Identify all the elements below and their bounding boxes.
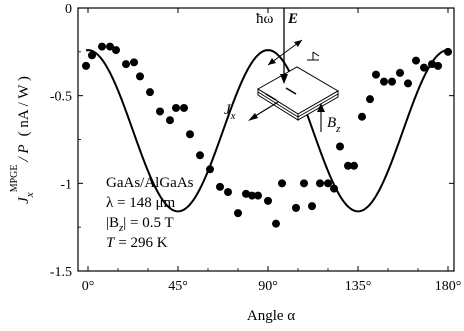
data-point — [308, 202, 316, 211]
data-point — [292, 203, 300, 212]
x-tick-label: 180° — [435, 279, 462, 294]
bfield-label: Bz — [327, 115, 341, 135]
x-tick-label: 0° — [82, 279, 95, 294]
data-point — [254, 191, 262, 200]
y-tick-label: -1 — [60, 177, 72, 192]
bfield-label-main: B — [327, 115, 336, 131]
data-point — [224, 188, 232, 197]
data-point — [316, 179, 324, 188]
tick-labels: 0° 45° 90° 135° 180° 0 -0.5 -1 -1.5 — [50, 2, 461, 294]
inset-schematic: ħω E Jx Bz — [224, 8, 341, 135]
y-axis-title-rest: / P — [16, 144, 32, 162]
annotation-sample: GaAs/AlGaAs — [106, 175, 194, 191]
data-point — [336, 142, 344, 151]
quantum-well-layer — [257, 91, 299, 118]
bfield-label-sub: z — [335, 123, 341, 135]
x-tick-label: 135° — [345, 279, 372, 294]
current-label-main: J — [224, 102, 232, 118]
photon-label: ħω — [256, 11, 274, 27]
data-point — [404, 79, 412, 88]
data-point — [434, 61, 442, 70]
data-points-layer — [82, 42, 452, 228]
data-point — [98, 42, 106, 51]
data-point — [196, 151, 204, 160]
y-axis-title-main: J — [16, 196, 32, 204]
contact-right — [285, 87, 297, 95]
y-tick-label: -1.5 — [50, 265, 72, 280]
data-point — [272, 219, 280, 228]
data-point — [248, 191, 256, 200]
annotation-block: GaAs/AlGaAs λ = 148 μm |Bz| = 0.5 T T = 2… — [106, 175, 194, 251]
data-point — [122, 60, 130, 69]
annotation-field-prefix: |B — [106, 215, 119, 231]
data-point — [112, 46, 120, 55]
data-point — [172, 103, 180, 112]
data-point — [444, 47, 452, 56]
data-point — [300, 179, 308, 188]
data-point — [372, 70, 380, 79]
data-point — [420, 63, 428, 72]
current-arrowhead — [248, 113, 258, 121]
plot-frame — [77, 7, 455, 272]
y-tick-label: -0.5 — [50, 90, 72, 105]
bfield-arrowhead — [317, 103, 325, 112]
data-point — [242, 189, 250, 198]
data-point — [380, 77, 388, 86]
annotation-temp-value: = 296 K — [118, 235, 167, 251]
data-point — [82, 61, 90, 70]
data-point — [136, 72, 144, 81]
data-point — [396, 68, 404, 77]
annotation-magnetic-field: |Bz| = 0.5 T — [106, 215, 174, 234]
y-axis-title-sub: x — [24, 192, 36, 198]
data-point — [146, 88, 154, 97]
y-axis-title-unit: ( nA / W ) — [16, 76, 32, 136]
perp-mark-slant — [312, 51, 320, 57]
efield-arrowhead-b — [268, 58, 276, 65]
annotation-wavelength: λ = 148 μm — [106, 195, 176, 211]
data-point — [106, 42, 114, 51]
current-label: Jx — [224, 102, 236, 122]
data-point — [278, 179, 286, 188]
x-tick-label: 45° — [168, 279, 188, 294]
x-axis-title: Angle α — [247, 308, 295, 324]
efield-arrowhead-a — [294, 40, 302, 47]
data-point — [350, 161, 358, 170]
data-point — [264, 196, 272, 205]
data-point — [186, 130, 194, 139]
y-axis-title: Jx MPGE / P ( nA / W ) — [9, 76, 36, 204]
quantum-well-layer-side — [297, 93, 339, 118]
data-point — [428, 60, 436, 69]
efield-label: E — [287, 11, 298, 27]
data-point — [88, 51, 96, 60]
annotation-temp-var: T — [106, 235, 116, 251]
annotation-field-suffix: | = 0.5 T — [123, 215, 173, 231]
tick-marks — [78, 7, 454, 272]
data-point — [166, 116, 174, 125]
data-point — [344, 161, 352, 170]
annotation-field-sub: z — [118, 222, 124, 234]
current-label-sub: x — [230, 110, 236, 122]
data-point — [358, 112, 366, 121]
y-tick-label: 0 — [65, 2, 72, 17]
data-point — [330, 184, 338, 193]
data-point — [234, 209, 242, 218]
data-point — [388, 77, 396, 86]
data-point — [156, 107, 164, 116]
annotation-temperature: T = 296 K — [106, 235, 168, 251]
data-point — [324, 179, 332, 188]
data-point — [366, 95, 374, 104]
fit-curve — [85, 49, 451, 213]
x-tick-label: 90° — [258, 279, 278, 294]
data-point — [130, 58, 138, 67]
contact-left — [265, 93, 277, 101]
y-axis-title-sup: MPGE — [9, 165, 20, 193]
data-point — [216, 182, 224, 191]
data-point — [206, 165, 214, 174]
fit-curve-layer — [85, 49, 451, 213]
data-point — [180, 103, 188, 112]
data-point — [412, 56, 420, 65]
light-beam-arrowhead — [280, 74, 288, 84]
